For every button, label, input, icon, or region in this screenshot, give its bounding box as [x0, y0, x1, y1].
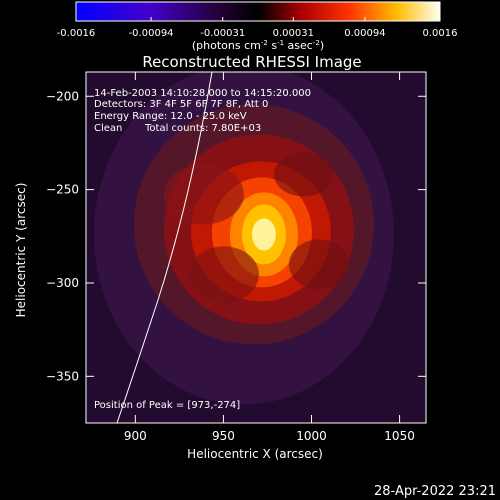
annotation-peak: Position of Peak = [973,-274] [94, 400, 240, 411]
colorbar-tick-label: -0.00031 [200, 28, 245, 39]
annotation-energy: Energy Range: 12.0 - 25.0 keV [94, 111, 247, 122]
colorbar-tick-label: -0.00094 [129, 28, 174, 39]
x-axis-label: Heliocentric X (arcsec) [187, 447, 323, 461]
chart-title: Reconstructed RHESSI Image [142, 53, 361, 71]
colorbar-tick-label: 0.0016 [423, 28, 458, 39]
y-tick-label: −250 [46, 183, 79, 197]
x-tick-label: 1000 [296, 429, 327, 443]
axes: 900 950 1000 1050 −200 −250 −300 −350 [46, 72, 426, 443]
x-tick-label: 950 [212, 429, 235, 443]
footer-timestamp: 28-Apr-2022 23:21 [374, 484, 496, 499]
annotation-time: 14-Feb-2003 14:10:28.000 to 14:15:20.000 [94, 88, 311, 99]
y-axis-label: Heliocentric Y (arcsec) [14, 183, 28, 318]
y-tick-label: −200 [46, 89, 79, 103]
annotation-method: Clean [94, 123, 122, 134]
colorbar [75, 1, 441, 22]
colorbar-tick-label: -0.0016 [57, 28, 96, 39]
emission-lobe [163, 164, 244, 225]
emission-lobe [273, 152, 334, 197]
plot-frame [85, 71, 427, 424]
x-tick-label: 1050 [384, 429, 415, 443]
heatmap-image [86, 72, 426, 423]
colorbar-tick-label: 0.00094 [344, 28, 385, 39]
x-tick-label: 900 [124, 429, 147, 443]
emission-lobe [288, 239, 349, 290]
peak-point [262, 233, 265, 236]
y-tick-label: −350 [46, 369, 79, 383]
annotation-counts: Total counts: 7.80E+03 [144, 123, 261, 134]
colorbar-units: (photons cm-2 s-1 asec-2) [192, 39, 324, 52]
y-tick-label: −300 [46, 276, 79, 290]
colorbar-ticks: -0.0016 -0.00094 -0.00031 0.00031 0.00094 0.0… [57, 17, 458, 39]
solar-limb-line [116, 71, 213, 424]
annotation-detectors: Detectors: 3F 4F 5F 6F 7F 8F, Att 0 [94, 99, 268, 110]
colorbar-tick-label: 0.00031 [273, 28, 314, 39]
emission-lobe [188, 246, 259, 303]
